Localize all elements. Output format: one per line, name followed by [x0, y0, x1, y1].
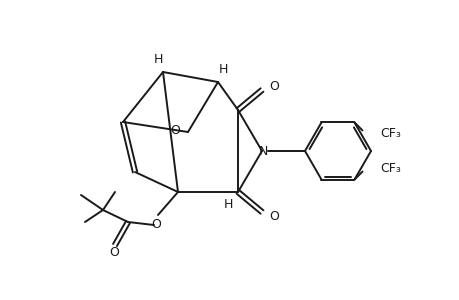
- Text: H: H: [223, 199, 232, 212]
- Text: O: O: [269, 209, 278, 223]
- Text: O: O: [269, 80, 278, 92]
- Text: O: O: [109, 247, 119, 260]
- Text: N: N: [258, 145, 267, 158]
- Text: O: O: [151, 218, 161, 230]
- Text: O: O: [170, 124, 179, 136]
- Text: CF₃: CF₃: [380, 127, 401, 140]
- Text: H: H: [153, 52, 162, 65]
- Text: H: H: [218, 62, 227, 76]
- Text: CF₃: CF₃: [380, 162, 401, 175]
